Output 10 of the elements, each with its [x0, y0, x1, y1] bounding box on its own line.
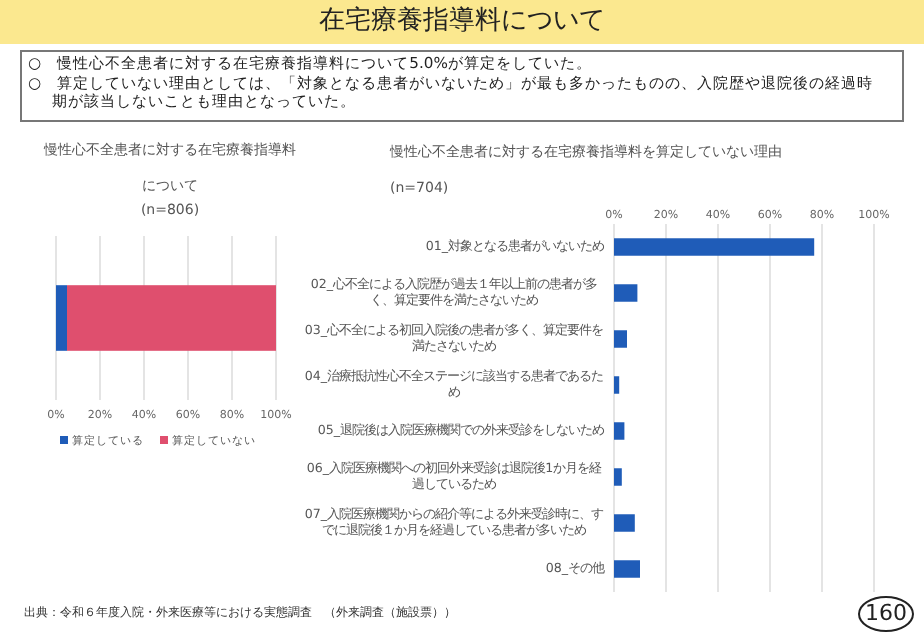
- bar: [614, 376, 620, 394]
- text: 在宅療養指導料について: [0, 6, 924, 39]
- bar: [614, 422, 625, 440]
- text: 160: [858, 596, 914, 632]
- bar: [614, 560, 640, 578]
- bar: [614, 514, 635, 532]
- bar: [614, 330, 627, 348]
- bar: [614, 284, 638, 302]
- bar: [614, 238, 815, 256]
- bar: [614, 468, 622, 486]
